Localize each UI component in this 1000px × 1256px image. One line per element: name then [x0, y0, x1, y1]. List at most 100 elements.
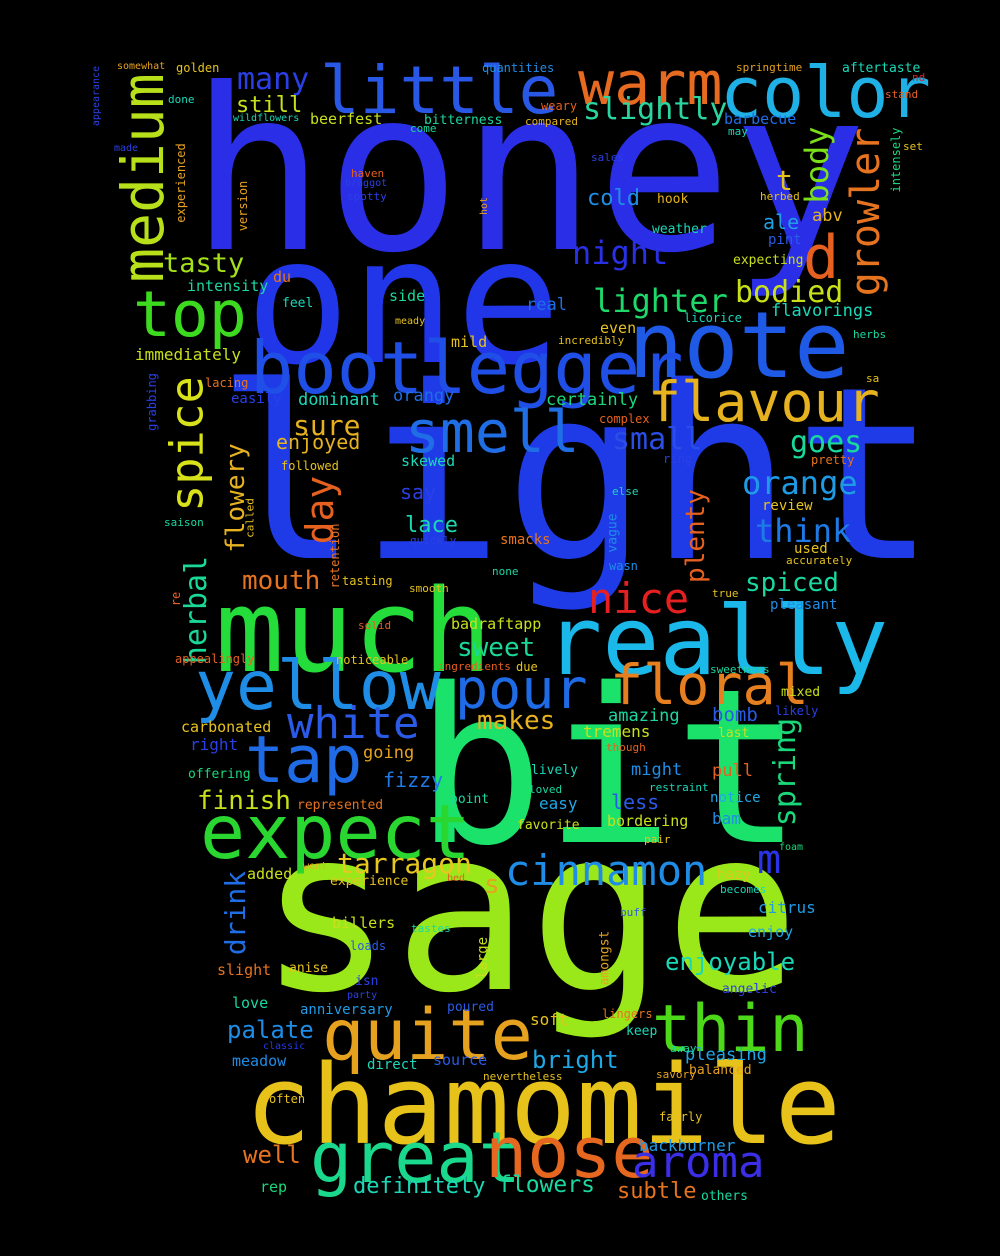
word: night	[572, 234, 669, 272]
word: somewhat	[117, 61, 166, 72]
word: really	[545, 587, 889, 697]
word: chamomile	[245, 1041, 842, 1169]
word: yellow	[195, 647, 441, 726]
word: real	[526, 295, 567, 315]
word: balanced	[689, 1063, 752, 1078]
word: bed	[447, 873, 466, 884]
word: enjoy	[748, 923, 794, 941]
word: little	[320, 52, 559, 129]
word: smacks	[500, 532, 551, 548]
word: else	[612, 485, 639, 498]
word: think	[755, 512, 852, 550]
word: offering	[188, 767, 251, 782]
word: fairly	[659, 1110, 703, 1124]
word: meadow	[232, 1052, 287, 1070]
word: used	[794, 541, 828, 557]
word: done	[168, 93, 195, 106]
word: sa	[866, 372, 880, 385]
word: represented	[297, 798, 384, 813]
word: restraint	[649, 781, 709, 794]
word: m	[757, 837, 782, 883]
word: herbed	[760, 190, 800, 203]
word: bam	[712, 809, 741, 828]
word: experience	[330, 874, 409, 889]
word: note	[628, 292, 850, 399]
word: meady	[395, 316, 426, 327]
word: though	[606, 741, 646, 754]
word: tastes	[411, 922, 451, 935]
word: side	[389, 287, 426, 305]
word: likely	[775, 704, 819, 718]
word: tarragon	[337, 847, 472, 880]
word: foam	[779, 842, 804, 853]
word: due	[516, 660, 538, 674]
word: anise	[289, 961, 329, 976]
word: isn	[355, 974, 379, 989]
word: tremens	[583, 722, 651, 741]
word: rep	[260, 1178, 288, 1196]
word: love	[232, 994, 269, 1012]
word: poured	[447, 1000, 494, 1015]
word: goes	[790, 425, 863, 460]
word: orangy	[393, 386, 455, 406]
word: lacing	[205, 376, 249, 390]
word: beerfest	[310, 110, 383, 128]
word: pair	[644, 833, 671, 846]
word: well	[243, 1141, 301, 1169]
word: small	[612, 422, 703, 457]
word: growler	[843, 127, 889, 297]
word: pull	[712, 761, 753, 781]
word: feel	[282, 296, 314, 311]
word: immediately	[135, 345, 241, 364]
word: barbecue	[724, 110, 797, 128]
word: slightly	[583, 92, 728, 127]
word: spice	[160, 376, 214, 512]
word: party	[347, 990, 378, 1001]
word: pretty	[811, 453, 855, 467]
word: amazing	[608, 706, 680, 726]
word: smell	[405, 398, 580, 466]
word: color	[720, 52, 931, 134]
word: enjoyable	[665, 948, 796, 976]
word: body	[798, 126, 836, 204]
word: bodied	[735, 275, 844, 310]
word: skewed	[401, 452, 456, 470]
word: soft	[530, 1010, 569, 1029]
word: last	[718, 726, 750, 741]
word: lighter	[593, 282, 728, 320]
word: aftertaste	[842, 61, 921, 76]
word: version	[236, 180, 250, 232]
word: direct	[367, 1057, 418, 1073]
word: solid	[358, 619, 392, 632]
word: herbs	[853, 328, 887, 341]
word: badraftapp	[451, 615, 542, 633]
word: complex	[599, 412, 650, 426]
word: dominant	[298, 390, 380, 410]
word: set	[903, 140, 923, 153]
word: light	[215, 335, 938, 615]
word: cold	[587, 186, 640, 211]
word: ale	[763, 210, 800, 234]
word: spotty	[347, 190, 387, 203]
word: expecting	[733, 253, 804, 268]
word: braggot	[345, 178, 388, 189]
word: flavorings	[771, 301, 874, 321]
word: s	[484, 870, 500, 900]
word: intensely	[889, 127, 903, 193]
word: nd	[912, 71, 926, 84]
word: none	[492, 565, 519, 578]
word: say	[400, 480, 437, 504]
word: mild	[451, 333, 488, 351]
word: weary	[541, 99, 578, 113]
word: bootlegger	[250, 326, 684, 410]
word: wildflowers	[233, 113, 300, 124]
word: spring	[768, 717, 803, 827]
word: incredibly	[558, 334, 625, 347]
word: top	[133, 278, 247, 351]
word: great	[310, 1117, 521, 1199]
word: saison	[164, 516, 204, 529]
word: vague	[605, 513, 621, 553]
word: many	[237, 62, 310, 97]
word: anniversary	[300, 1002, 393, 1018]
word: palate	[227, 1016, 314, 1044]
